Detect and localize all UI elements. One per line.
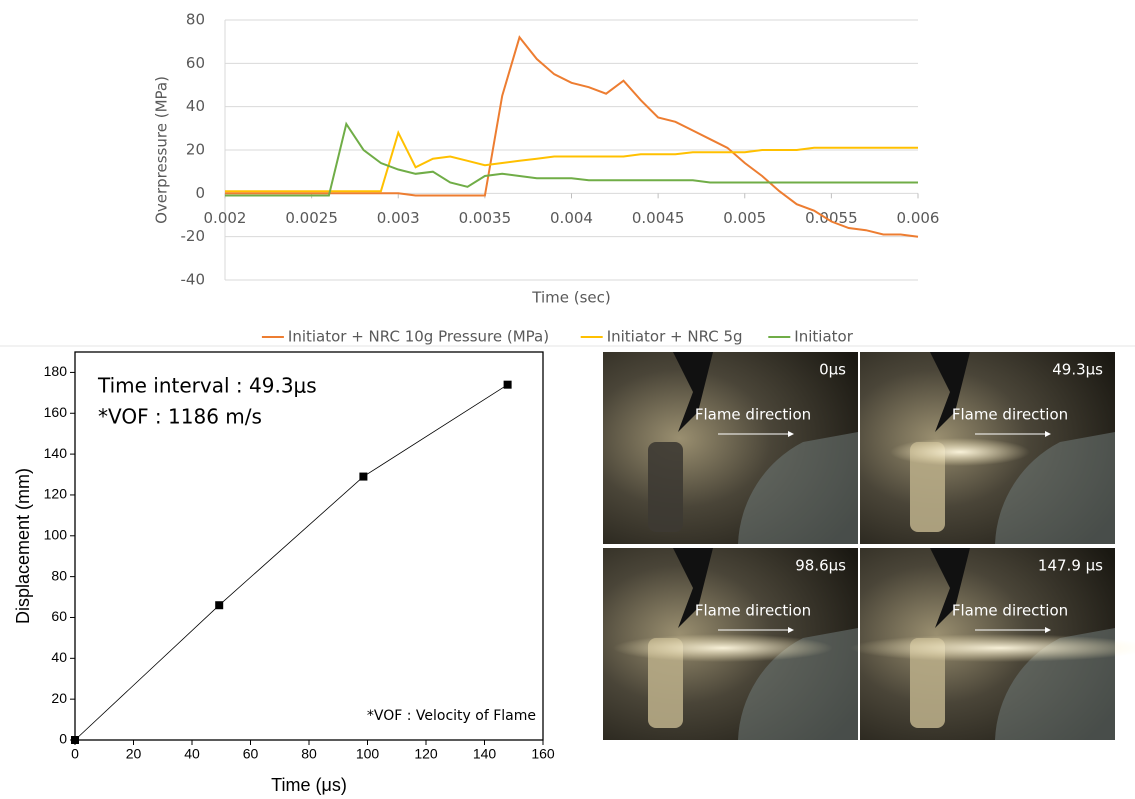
annotation: *VOF : Velocity of Flame bbox=[367, 708, 536, 724]
x-tick-label: 0 bbox=[71, 746, 79, 762]
x-axis-label: Time (sec) bbox=[531, 289, 610, 307]
legend-label: Initiator + NRC 5g bbox=[607, 328, 743, 346]
photo-debris bbox=[930, 548, 970, 628]
x-tick-label: 0.0045 bbox=[632, 209, 685, 227]
displacement-chart: 0 20 40 60 80 100 120 140 160 180 0 20 40 60 80 100 120 1… bbox=[13, 351, 555, 795]
photo-debris bbox=[673, 352, 713, 432]
x-tick-label: 120 bbox=[414, 746, 438, 762]
x-tick-label: 0.0035 bbox=[459, 209, 512, 227]
x-tick-label: 0.002 bbox=[204, 209, 247, 227]
x-tick-label: 0.006 bbox=[897, 209, 940, 227]
photo-window bbox=[738, 628, 858, 740]
y-axis-label: Displacement (mm) bbox=[13, 468, 33, 624]
legend-label: Initiator + NRC 10g Pressure (MPa) bbox=[288, 328, 549, 346]
series-line bbox=[225, 35, 919, 238]
photo-flame bbox=[890, 438, 1030, 466]
y-tick-label: 80 bbox=[51, 567, 67, 583]
photo-arrowhead bbox=[788, 431, 794, 437]
photo-caption: Flame direction bbox=[952, 406, 1068, 424]
photo-arrowhead bbox=[788, 627, 794, 633]
y-tick-label: -40 bbox=[181, 271, 206, 289]
photo-arrowhead bbox=[1045, 627, 1051, 633]
x-tick-label: 0.0055 bbox=[805, 209, 858, 227]
photo-grid: 0μs Flame direction 49.3μs Flame direction 9… bbox=[603, 352, 1135, 740]
x-tick-label: 0.005 bbox=[723, 209, 766, 227]
series-line bbox=[225, 129, 918, 193]
y-tick-label: 140 bbox=[44, 445, 68, 461]
photo-time: 147.9 μs bbox=[1038, 557, 1103, 575]
photo-window bbox=[738, 432, 858, 544]
annotation: *VOF : 1186 m/s bbox=[98, 405, 262, 429]
legend-label: Initiator bbox=[794, 328, 853, 346]
y-tick-label: 40 bbox=[51, 649, 67, 665]
y-tick-label: 0 bbox=[195, 184, 205, 202]
y-tick-label: -20 bbox=[181, 227, 206, 245]
data-point bbox=[359, 472, 368, 481]
y-tick-label: 100 bbox=[44, 526, 68, 542]
photo-debris bbox=[930, 352, 970, 432]
photo-time: 0μs bbox=[819, 361, 846, 379]
y-tick-label: 80 bbox=[186, 11, 205, 29]
photo-caption: Flame direction bbox=[695, 406, 811, 424]
y-tick-label: 0 bbox=[59, 731, 67, 747]
x-tick-label: 0.0025 bbox=[285, 209, 338, 227]
data-point bbox=[71, 736, 79, 744]
series-line bbox=[225, 121, 918, 197]
x-tick-label: 60 bbox=[243, 746, 259, 762]
y-tick-label: 180 bbox=[44, 363, 68, 379]
photo-arrowhead bbox=[1045, 431, 1051, 437]
y-tick-label: 160 bbox=[44, 404, 68, 420]
pressure-chart: -40 -20 0 20 40 60 80 0.002 0.0025 0.003 0.0035 0.0… bbox=[153, 11, 940, 346]
photo-caption: Flame direction bbox=[952, 602, 1068, 620]
x-tick-label: 0.003 bbox=[377, 209, 420, 227]
x-axis-label: Time (μs) bbox=[271, 775, 347, 795]
x-tick-label: 0.004 bbox=[550, 209, 593, 227]
data-point bbox=[503, 380, 512, 389]
y-tick-label: 40 bbox=[186, 97, 205, 115]
y-tick-label: 120 bbox=[44, 486, 68, 502]
photo-time: 98.6μs bbox=[795, 557, 846, 575]
x-tick-label: 40 bbox=[184, 746, 200, 762]
y-tick-label: 20 bbox=[51, 690, 67, 706]
connecting-line bbox=[74, 384, 508, 741]
photo-flame bbox=[850, 634, 1135, 662]
photo-window bbox=[995, 432, 1115, 544]
y-tick-label: 60 bbox=[186, 54, 205, 72]
data-point bbox=[215, 601, 224, 610]
photo-debris bbox=[673, 548, 713, 628]
x-tick-label: 140 bbox=[473, 746, 497, 762]
x-tick-label: 100 bbox=[356, 746, 380, 762]
photo-caption: Flame direction bbox=[695, 602, 811, 620]
annotation: Time interval : 49.3μs bbox=[97, 374, 317, 398]
x-tick-label: 20 bbox=[126, 746, 142, 762]
photo-time: 49.3μs bbox=[1052, 361, 1103, 379]
photo-initiator bbox=[648, 442, 683, 532]
y-tick-label: 60 bbox=[51, 608, 67, 624]
x-tick-label: 160 bbox=[531, 746, 555, 762]
photo-flame bbox=[613, 634, 833, 662]
x-tick-label: 80 bbox=[301, 746, 317, 762]
y-tick-label: 20 bbox=[186, 141, 205, 159]
y-axis-label: Overpressure (MPa) bbox=[153, 76, 171, 224]
